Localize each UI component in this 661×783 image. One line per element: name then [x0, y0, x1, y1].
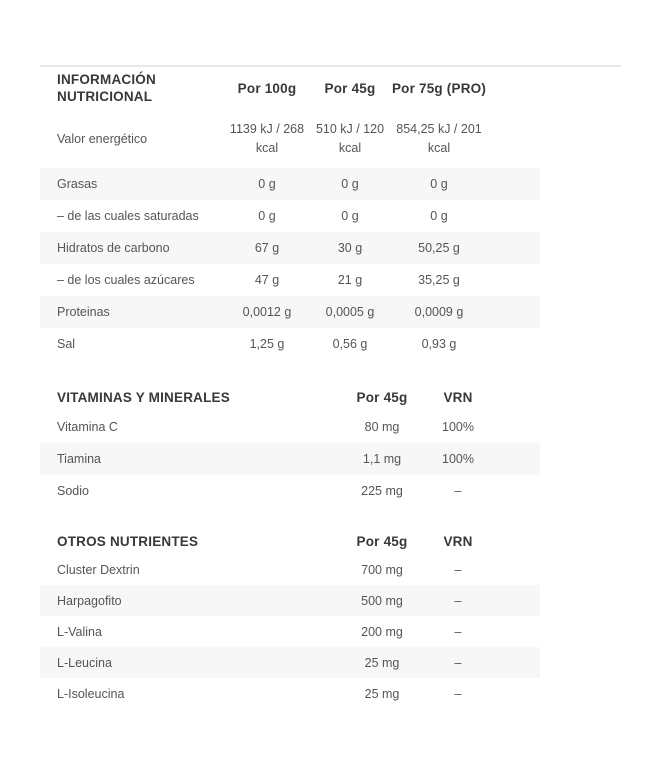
- row-label: L-Isoleucina: [57, 686, 125, 701]
- table-row-valor-energetico: Valor energético 1139 kJ / 268 kcal 510 …: [40, 109, 621, 168]
- info-header-row: INFORMACIÓN NUTRICIONAL Por 100g Por 45g…: [40, 67, 621, 109]
- others-header-row: OTROS NUTRIENTES Por 45g VRN: [40, 528, 621, 554]
- row-vrn: –: [454, 593, 462, 608]
- row-label: Grasas: [57, 177, 98, 191]
- row-label: L-Valina: [57, 624, 102, 639]
- section-title-otros-nutrientes: OTROS NUTRIENTES: [57, 533, 199, 549]
- row-value: 0,93 g: [421, 337, 457, 351]
- table-row-tiamina: Tiamina 1,1 mg 100%: [40, 443, 621, 475]
- row-value: 1,25 g: [249, 337, 285, 351]
- section-title-vitaminas-y-minerales: VITAMINAS Y MINERALES: [57, 389, 230, 405]
- row-amount: 225 mg: [361, 484, 403, 498]
- energy-value-per-75g: 854,25 kJ / 201 kcal: [390, 120, 488, 158]
- column-header-por-75g-pro: Por 75g (PRO): [391, 80, 487, 96]
- table-row-azucares: – de los cuales azúcares 47 g 21 g 35,25…: [40, 264, 621, 296]
- row-value: 0 g: [341, 209, 359, 223]
- row-label: Hidratos de carbono: [57, 241, 170, 255]
- table-row-l-isoleucina: L-Isoleucina 25 mg –: [40, 678, 621, 709]
- row-label: Sodio: [57, 484, 89, 498]
- row-label: Sal: [57, 337, 76, 351]
- row-label: Valor energético: [57, 131, 148, 146]
- row-amount: 700 mg: [361, 562, 403, 577]
- table-row-grasas: Grasas 0 g 0 g 0 g: [40, 168, 621, 200]
- row-vrn: 100%: [442, 420, 474, 434]
- table-row-sodio: Sodio 225 mg –: [40, 475, 621, 507]
- energy-kj-kcal: 854,25 kJ / 201: [396, 121, 482, 136]
- row-label: L-Leucina: [57, 655, 112, 670]
- vitamins-header-row: VITAMINAS Y MINERALES Por 45g VRN: [40, 383, 621, 411]
- column-header-por-45g: Por 45g: [356, 533, 408, 549]
- table-row-saturadas: – de las cuales saturadas 0 g 0 g 0 g: [40, 200, 621, 232]
- row-value: 0 g: [258, 209, 276, 223]
- energy-unit: kcal: [427, 140, 451, 155]
- row-vrn: –: [454, 562, 462, 577]
- row-vrn: –: [454, 655, 462, 670]
- row-value: 0,56 g: [332, 337, 368, 351]
- energy-unit: kcal: [338, 140, 362, 155]
- table-row-l-leucina: L-Leucina 25 mg –: [40, 647, 621, 678]
- row-value: 35,25 g: [418, 273, 460, 287]
- row-value: 0 g: [341, 177, 359, 191]
- column-header-por-45g: Por 45g: [324, 80, 376, 96]
- table-row-sal: Sal 1,25 g 0,56 g 0,93 g: [40, 328, 621, 360]
- table-row-cluster-dextrin: Cluster Dextrin 700 mg –: [40, 554, 621, 585]
- table-row-hidratos: Hidratos de carbono 67 g 30 g 50,25 g: [40, 232, 621, 264]
- row-amount: 25 mg: [364, 686, 400, 701]
- section-title-informacion-nutricional: INFORMACIÓN NUTRICIONAL: [57, 72, 156, 104]
- row-vrn: –: [454, 624, 462, 639]
- row-value: 21 g: [337, 273, 363, 287]
- row-value: 0,0009 g: [414, 305, 464, 319]
- row-value: 0 g: [430, 177, 448, 191]
- row-label: – de las cuales saturadas: [57, 209, 199, 223]
- energy-unit: kcal: [255, 140, 279, 155]
- column-header-vrn: VRN: [443, 389, 473, 405]
- energy-value-per-100g: 1139 kJ / 268 kcal: [224, 120, 310, 158]
- column-header-por-100g: Por 100g: [237, 80, 297, 96]
- row-label: – de los cuales azúcares: [57, 273, 195, 287]
- row-vrn: –: [454, 484, 462, 498]
- row-label: Vitamina C: [57, 420, 118, 434]
- row-amount: 200 mg: [361, 624, 403, 639]
- row-value: 0,0012 g: [242, 305, 292, 319]
- row-value: 30 g: [337, 241, 363, 255]
- row-value: 0 g: [430, 209, 448, 223]
- table-row-vitamina-c: Vitamina C 80 mg 100%: [40, 411, 621, 443]
- row-value: 67 g: [254, 241, 280, 255]
- section-gap: [40, 360, 621, 383]
- energy-value-per-45g: 510 kJ / 120 kcal: [310, 120, 390, 158]
- energy-kj-kcal: 1139 kJ / 268: [229, 121, 305, 136]
- row-vrn: –: [454, 686, 462, 701]
- table-row-proteinas: Proteinas 0,0012 g 0,0005 g 0,0009 g: [40, 296, 621, 328]
- section-gap: [40, 507, 621, 528]
- row-amount: 25 mg: [364, 655, 400, 670]
- row-label: Proteinas: [57, 305, 110, 319]
- row-value: 47 g: [254, 273, 280, 287]
- row-value: 50,25 g: [418, 241, 460, 255]
- row-label: Harpagofito: [57, 593, 122, 608]
- column-header-vrn: VRN: [443, 533, 473, 549]
- nutrition-table: INFORMACIÓN NUTRICIONAL Por 100g Por 45g…: [40, 65, 621, 709]
- energy-kj-kcal: 510 kJ / 120: [315, 121, 385, 136]
- row-amount: 1,1 mg: [362, 452, 402, 466]
- row-value: 0 g: [258, 177, 276, 191]
- row-amount: 80 mg: [364, 420, 400, 434]
- row-value: 0,0005 g: [325, 305, 375, 319]
- column-header-por-45g: Por 45g: [356, 389, 408, 405]
- table-row-harpagofito: Harpagofito 500 mg –: [40, 585, 621, 616]
- table-row-l-valina: L-Valina 200 mg –: [40, 616, 621, 647]
- row-label: Tiamina: [57, 452, 101, 466]
- row-label: Cluster Dextrin: [57, 562, 140, 577]
- row-amount: 500 mg: [361, 593, 403, 608]
- row-vrn: 100%: [442, 452, 474, 466]
